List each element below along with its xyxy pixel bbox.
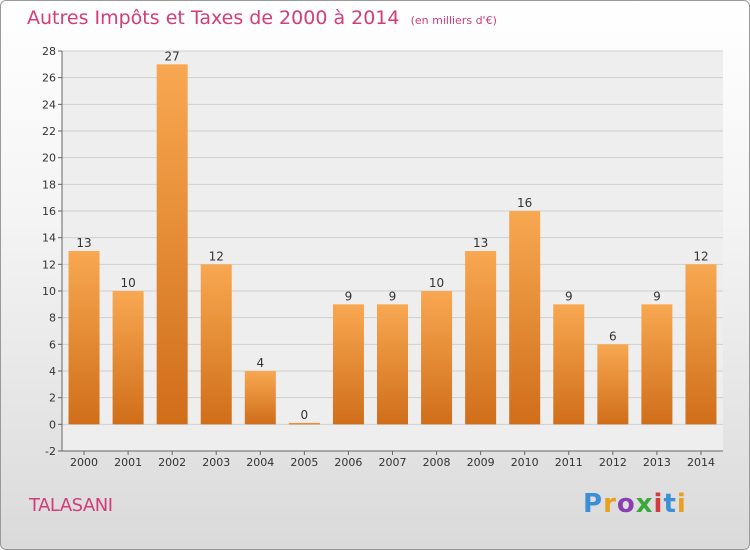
x-tick-label-2006: 2006 [334, 456, 362, 469]
y-tick-label: 26 [42, 72, 56, 85]
y-tick-label: 2 [49, 392, 56, 405]
logo-letter: x [635, 489, 654, 519]
y-tick-label: -2 [45, 445, 56, 458]
data-label-2002: 27 [165, 49, 180, 63]
data-label-2001: 10 [120, 276, 135, 290]
data-label-2013: 9 [653, 289, 661, 303]
data-label-2011: 9 [565, 289, 573, 303]
x-tick-label-2011: 2011 [555, 456, 583, 469]
logo-letter: i [676, 489, 687, 519]
y-tick-label: 20 [42, 152, 56, 165]
y-tick-label: 22 [42, 125, 56, 138]
x-tick-label-2014: 2014 [687, 456, 715, 469]
data-label-2006: 9 [345, 289, 353, 303]
logo-letter: o [616, 489, 636, 519]
data-label-2004: 4 [256, 356, 264, 370]
logo-letter: P [583, 489, 604, 519]
y-tick-label: 24 [42, 98, 56, 111]
y-tick-label: 8 [49, 312, 56, 325]
bar-2010 [509, 211, 541, 425]
bars: 13 10 27 12 4 0 9 9 10 13 16 9 6 9 12 [68, 49, 717, 425]
bar-2001 [112, 291, 144, 425]
y-tick-label: 28 [42, 45, 56, 58]
bar-2009 [465, 251, 497, 425]
x-tick-label-2010: 2010 [511, 456, 539, 469]
x-tick-label-2009: 2009 [467, 456, 495, 469]
chart-subtitle: (en milliers d'€) [410, 14, 497, 27]
data-label-2003: 12 [209, 249, 224, 263]
x-tick-label-2013: 2013 [643, 456, 671, 469]
bar-2002 [156, 64, 188, 425]
x-tick-label-2003: 2003 [202, 456, 230, 469]
city-name: TALASANI [29, 495, 113, 516]
y-tick-label: 16 [42, 205, 56, 218]
data-label-2010: 16 [517, 196, 532, 210]
bar-2011 [553, 304, 585, 425]
x-tick-label-2007: 2007 [379, 456, 407, 469]
data-label-2014: 12 [693, 249, 708, 263]
x-tick-label-2005: 2005 [290, 456, 318, 469]
y-tick-label: 4 [49, 365, 56, 378]
x-tick-label-2000: 2000 [70, 456, 98, 469]
bar-2003 [200, 264, 232, 425]
y-tick-label: 18 [42, 178, 56, 191]
logo-letter: t [663, 489, 677, 519]
y-tick-label: 12 [42, 258, 56, 271]
proxiti-logo[interactable]: Proxiti [583, 489, 687, 519]
bar-2006 [332, 304, 364, 425]
bar-2005 [288, 422, 320, 425]
bar-2012 [597, 344, 629, 425]
y-tick-label: 10 [42, 285, 56, 298]
data-label-2007: 9 [389, 289, 397, 303]
data-label-2000: 13 [76, 236, 91, 250]
y-tick-label: 6 [49, 338, 56, 351]
logo-letter: r [603, 489, 617, 519]
y-tick-label: 14 [42, 232, 56, 245]
bar-2000 [68, 251, 100, 425]
data-label-2008: 10 [429, 276, 444, 290]
chart-title: Autres Impôts et Taxes de 2000 à 2014 [27, 7, 400, 29]
data-label-2005: 0 [301, 408, 309, 422]
chart-title-row: Autres Impôts et Taxes de 2000 à 2014 (e… [27, 7, 497, 29]
data-label-2012: 6 [609, 329, 617, 343]
x-tick-label-2002: 2002 [158, 456, 186, 469]
data-label-2009: 13 [473, 236, 488, 250]
bar-2007 [377, 304, 408, 425]
bar-2004 [244, 371, 276, 425]
x-tick-label-2001: 2001 [114, 456, 142, 469]
x-tick-label-2004: 2004 [246, 456, 274, 469]
y-tick-label: 0 [49, 418, 56, 431]
x-tick-label-2008: 2008 [423, 456, 451, 469]
x-tick-label-2012: 2012 [599, 456, 627, 469]
logo-letter: i [653, 489, 664, 519]
bar-2013 [641, 304, 673, 425]
bar-2014 [685, 264, 717, 425]
bar-2008 [421, 291, 453, 425]
